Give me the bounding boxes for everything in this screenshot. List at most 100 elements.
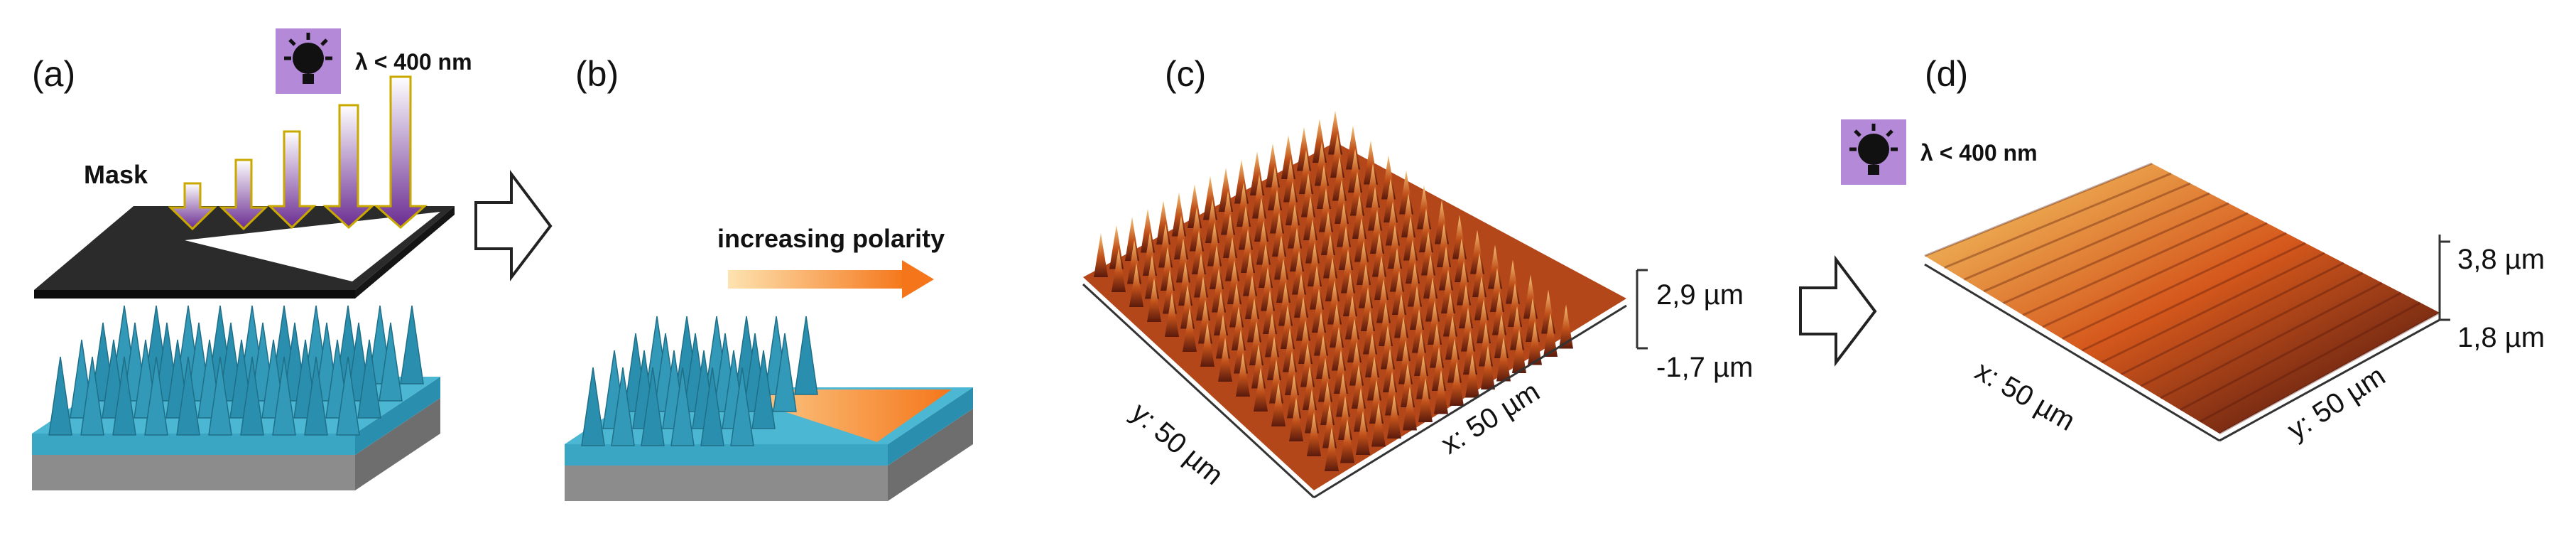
micro-spike	[272, 356, 296, 436]
afm-ridges-d	[1924, 162, 2440, 435]
afm-peak	[1496, 337, 1511, 382]
micro-spike	[379, 322, 403, 402]
afm-axes-d	[1924, 235, 2450, 442]
micro-spike	[176, 356, 200, 436]
afm-surface-d	[1925, 163, 2440, 434]
afm-peak	[1218, 338, 1232, 382]
micro-spike	[336, 356, 360, 436]
micro-spike	[112, 356, 136, 436]
afm-peak	[1271, 382, 1286, 426]
afm-ridge	[1983, 192, 2210, 293]
z-min-label-c: -1,7 µm	[1656, 352, 1753, 383]
micro-spike	[400, 305, 424, 385]
process-arrow-icon-2	[1799, 255, 1877, 367]
afm-peak	[1129, 263, 1143, 307]
afm-peak	[1450, 362, 1464, 406]
afm-peak	[1528, 321, 1542, 365]
panel-d-label: (d)	[1925, 54, 1969, 94]
afm-peak	[1147, 278, 1161, 322]
afm-peak	[1340, 419, 1354, 463]
micro-spike	[304, 356, 328, 436]
afm-peak	[1183, 308, 1197, 352]
x-axis-label-d: x: 50 µm	[1970, 355, 2081, 437]
afm-ridge	[2101, 252, 2325, 364]
afm-peak	[1434, 370, 1448, 414]
afm-peak	[1481, 345, 1495, 389]
afm-ridge	[2120, 262, 2344, 376]
micro-spike	[700, 367, 724, 446]
afm-ridge	[2219, 311, 2440, 435]
afm-peak	[1559, 304, 1573, 349]
mask-label: Mask	[84, 160, 148, 189]
afm-ridge	[2199, 301, 2421, 423]
panel-b-diagram: increasing polarity	[565, 224, 973, 501]
z-max-label-c: 2,9 µm	[1656, 279, 1744, 311]
micro-spike	[208, 356, 232, 436]
afm-ridge	[1924, 162, 2153, 257]
z-max-label-d: 3,8 µm	[2457, 244, 2545, 275]
micro-spike	[611, 367, 635, 446]
micro-spike	[794, 316, 818, 395]
afm-peak	[1371, 402, 1386, 447]
light-bulb-icon	[1841, 119, 1906, 185]
panel-b: (b) increasing polarity	[554, 0, 994, 543]
afm-peak	[1112, 248, 1126, 292]
afm-peak	[1418, 378, 1433, 422]
afm-peak	[1165, 293, 1179, 337]
micro-spike	[357, 339, 381, 419]
afm-peak	[1307, 412, 1321, 456]
wavelength-label-a: λ < 400 nm	[355, 49, 472, 75]
z-min-label-d: 1,8 µm	[2457, 322, 2545, 353]
afm-peak	[1512, 329, 1526, 373]
micro-spike	[730, 367, 754, 446]
afm-topography-after: λ < 400 nm 3,8 µm 1,8 µm x: 50 µm y: 50 …	[1841, 119, 2545, 446]
afm-ridge	[2062, 232, 2287, 340]
micro-spike	[144, 356, 168, 436]
afm-ridge	[2140, 272, 2364, 387]
panel-a: (a) λ < 400 nm Mask	[0, 0, 540, 543]
panel-d: (d) λ < 400 nm	[1747, 0, 2576, 543]
afm-ridge	[2003, 202, 2229, 305]
afm-peak	[1236, 353, 1250, 397]
afm-axes-c	[1082, 269, 1648, 499]
afm-ridge	[1963, 182, 2191, 281]
afm-ridge	[2042, 222, 2268, 328]
afm-ridge	[2160, 281, 2383, 399]
micro-spike-array-a	[48, 305, 424, 436]
afm-ridge	[2022, 212, 2249, 316]
micro-spike	[670, 367, 695, 446]
micro-spike	[641, 367, 665, 446]
afm-peak	[1094, 233, 1108, 277]
afm-peak	[1356, 411, 1370, 455]
afm-peak	[1387, 394, 1401, 439]
afm-peak	[1543, 313, 1558, 357]
panel-a-diagram: λ < 400 nm Mask	[32, 28, 472, 490]
panel-b-label: (b)	[575, 54, 619, 94]
micro-spike	[240, 356, 264, 436]
polarity-label: increasing polarity	[717, 224, 945, 253]
afm-ridge	[2081, 242, 2306, 352]
afm-peak	[1403, 386, 1417, 431]
process-arrow-icon-1	[474, 170, 553, 281]
afm-ridge	[2179, 291, 2402, 411]
afm-peak	[1200, 323, 1214, 367]
micro-spike	[80, 356, 104, 436]
panel-c-label: (c)	[1165, 54, 1207, 94]
afm-peak	[1325, 427, 1339, 471]
micro-spike	[773, 333, 797, 412]
afm-peak	[1289, 397, 1303, 441]
afm-peak	[1254, 367, 1268, 412]
y-axis-label-c: y: 50 µm	[1125, 397, 1229, 491]
micro-spike-array-b	[581, 316, 818, 446]
micro-spike	[751, 350, 776, 429]
afm-peaks-c	[1094, 110, 1573, 471]
panel-c: (c) 2,9 µm -1,7 µm y: 50 µm x: 50 µm	[1051, 0, 1761, 543]
wavelength-label-d: λ < 400 nm	[1920, 140, 2038, 166]
afm-topography-before: 2,9 µm -1,7 µm y: 50 µm x: 50 µm	[1082, 110, 1753, 499]
uv-light-arrows	[168, 75, 428, 231]
panel-a-label: (a)	[32, 54, 76, 94]
afm-peak	[1465, 353, 1479, 398]
micro-spike	[48, 356, 72, 436]
afm-ridge	[1944, 172, 2172, 269]
micro-spike	[581, 367, 605, 446]
